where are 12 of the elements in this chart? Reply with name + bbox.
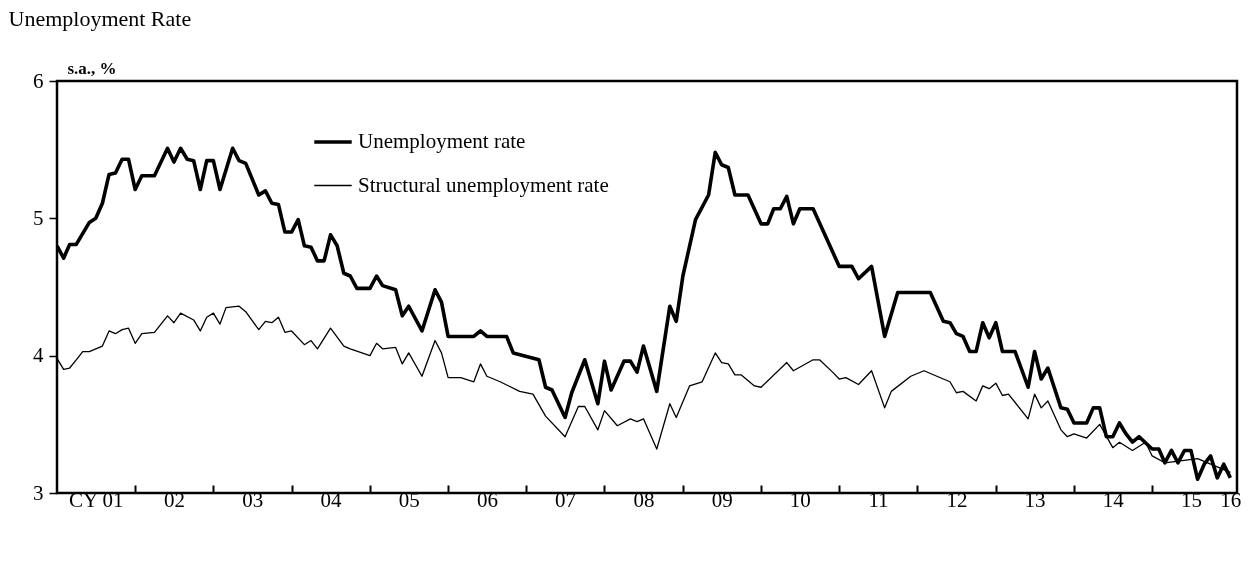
- y-tick-label: 6: [33, 68, 44, 93]
- legend-label: Structural unemployment rate: [358, 172, 609, 197]
- legend-label: Unemployment rate: [358, 129, 526, 153]
- x-tick-label: 10: [789, 487, 811, 512]
- y-tick-label: 4: [33, 343, 44, 368]
- chart-title: Unemployment Rate: [8, 6, 192, 31]
- x-tick-label: 14: [1102, 487, 1125, 512]
- x-tick-label: 04: [320, 487, 343, 512]
- x-tick-label: 11: [868, 487, 889, 512]
- y-axis-title: s.a., %: [67, 58, 117, 78]
- y-tick-label: 3: [33, 480, 44, 505]
- y-tick-label: 5: [33, 205, 44, 230]
